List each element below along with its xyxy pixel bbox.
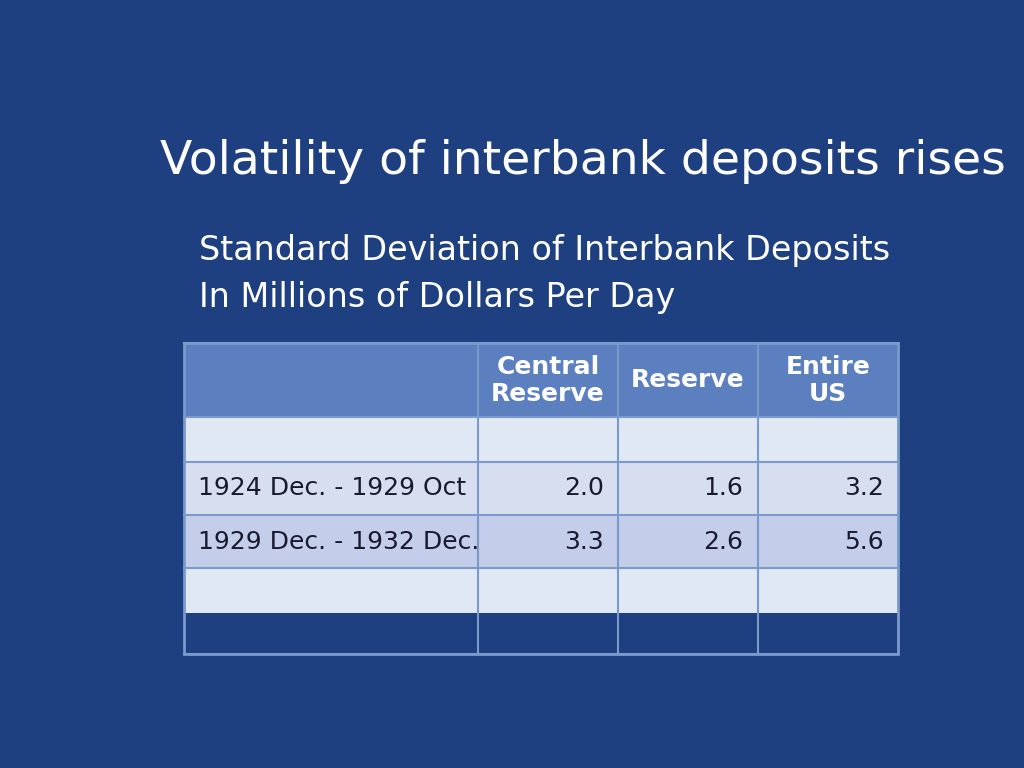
Text: 1.6: 1.6 [703,476,743,501]
Text: Standard Deviation of Interbank Deposits: Standard Deviation of Interbank Deposits [200,234,891,267]
Text: In Millions of Dollars Per Day: In Millions of Dollars Per Day [200,281,676,314]
Text: Central
Reserve: Central Reserve [492,355,605,406]
Text: 2.0: 2.0 [564,476,604,501]
Bar [183,462,898,515]
Bar [183,343,898,418]
Text: 1929 Dec. - 1932 Dec.: 1929 Dec. - 1932 Dec. [198,530,479,554]
Bar [183,568,898,613]
Text: 3.3: 3.3 [564,530,604,554]
Text: 2.6: 2.6 [703,530,743,554]
Bar [183,418,898,462]
Text: Entire
US: Entire US [785,355,870,406]
Text: 1924 Dec. - 1929 Oct: 1924 Dec. - 1929 Oct [198,476,466,501]
Text: Reserve: Reserve [631,369,744,392]
Bar [183,515,898,568]
Text: 3.2: 3.2 [844,476,884,501]
Text: 5.6: 5.6 [844,530,884,554]
Bar [183,343,898,654]
Text: Volatility of interbank deposits rises in 1930s: Volatility of interbank deposits rises i… [160,140,1024,184]
